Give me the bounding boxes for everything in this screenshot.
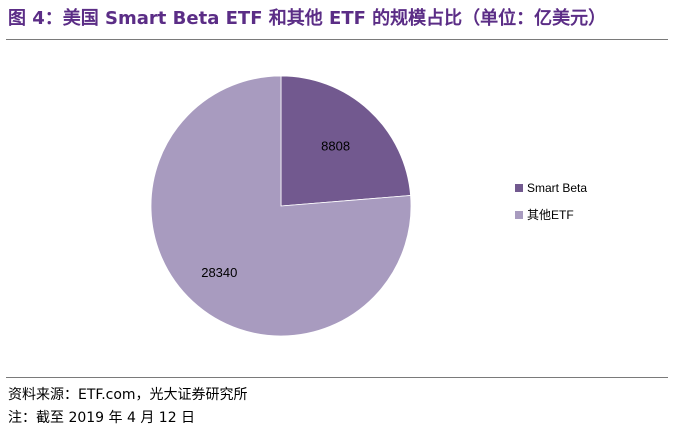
- date-note: 注：截至 2019 年 4 月 12 日: [8, 410, 196, 426]
- pie-data-label-1: 28340: [201, 265, 237, 280]
- top-divider: [6, 39, 668, 40]
- pie-slices: [150, 75, 412, 337]
- bottom-divider: [6, 377, 668, 378]
- source-note: 资料来源：ETF.com，光大证券研究所: [8, 387, 248, 403]
- pie-slice-0: [280, 75, 412, 207]
- pie-data-labels: 8808 28340: [201, 139, 350, 280]
- chart-title: 图 4：美国 Smart Beta ETF 和其他 ETF 的规模占比（单位：亿…: [8, 8, 607, 29]
- legend-label-1: 其他ETF: [527, 208, 574, 222]
- legend-swatch-1: [515, 211, 523, 219]
- chart-legend: Smart Beta 其他ETF: [515, 181, 587, 222]
- pie-data-label-0: 8808: [321, 139, 350, 154]
- legend-label-0: Smart Beta: [527, 181, 587, 195]
- pie-chart: 8808 28340 Smart Beta 其他ETF: [150, 75, 587, 337]
- legend-swatch-0: [515, 184, 523, 192]
- pie-slice-1: [150, 75, 412, 337]
